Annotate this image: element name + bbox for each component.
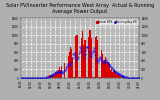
Bar: [87, 77, 88, 78]
Bar: [85, 40, 86, 78]
Bar: [50, 75, 51, 78]
Bar: [89, 30, 90, 78]
Legend: Actual kWh, Running Avg kW: Actual kWh, Running Avg kW: [95, 19, 138, 25]
Bar: [76, 35, 77, 78]
Bar: [54, 74, 55, 78]
Bar: [79, 77, 80, 78]
Bar: [109, 64, 110, 78]
Bar: [105, 57, 106, 78]
Bar: [48, 76, 49, 78]
Bar: [88, 38, 89, 78]
Bar: [97, 40, 98, 78]
Bar: [72, 77, 73, 78]
Bar: [123, 76, 124, 78]
Bar: [103, 62, 104, 78]
Bar: [58, 70, 59, 78]
Bar: [78, 77, 79, 78]
Bar: [77, 42, 78, 78]
Bar: [93, 77, 94, 78]
Bar: [118, 74, 119, 78]
Bar: [55, 72, 56, 78]
Bar: [120, 75, 121, 78]
Bar: [106, 62, 107, 78]
Bar: [90, 30, 91, 78]
Bar: [80, 77, 81, 78]
Bar: [122, 76, 123, 78]
Bar: [119, 75, 120, 78]
Bar: [107, 62, 108, 78]
Bar: [95, 37, 96, 78]
Bar: [87, 77, 88, 78]
Bar: [116, 74, 117, 78]
Bar: [75, 36, 76, 78]
Bar: [91, 38, 92, 78]
Bar: [61, 66, 62, 78]
Bar: [70, 47, 71, 78]
Bar: [74, 77, 75, 78]
Bar: [56, 73, 57, 78]
Text: Solar PV/Inverter Performance West Array  Actual & Running Average Power Output: Solar PV/Inverter Performance West Array…: [6, 3, 154, 14]
Bar: [94, 77, 95, 78]
Bar: [102, 54, 103, 78]
Bar: [69, 52, 70, 78]
Bar: [57, 72, 58, 78]
Bar: [108, 62, 109, 78]
Bar: [120, 76, 121, 78]
Bar: [104, 60, 105, 78]
Bar: [101, 50, 102, 78]
Bar: [58, 70, 59, 78]
Bar: [96, 54, 97, 78]
Bar: [96, 36, 97, 78]
Bar: [53, 74, 54, 78]
Bar: [111, 68, 112, 78]
Bar: [98, 77, 99, 78]
Bar: [53, 75, 54, 78]
Bar: [100, 77, 101, 78]
Bar: [71, 49, 72, 78]
Bar: [115, 71, 116, 78]
Bar: [82, 31, 83, 78]
Bar: [51, 76, 52, 78]
Bar: [112, 72, 113, 78]
Bar: [114, 71, 115, 78]
Bar: [99, 77, 100, 78]
Bar: [77, 35, 78, 78]
Bar: [83, 45, 84, 78]
Bar: [73, 77, 74, 78]
Bar: [101, 59, 102, 78]
Bar: [68, 56, 69, 78]
Bar: [106, 62, 107, 78]
Bar: [113, 70, 114, 78]
Bar: [60, 70, 61, 78]
Bar: [86, 77, 87, 78]
Bar: [84, 40, 85, 78]
Bar: [82, 37, 83, 78]
Bar: [64, 63, 65, 78]
Bar: [117, 74, 118, 78]
Bar: [92, 77, 93, 78]
Bar: [59, 67, 60, 78]
Bar: [121, 76, 122, 78]
Bar: [49, 75, 50, 78]
Bar: [52, 75, 53, 78]
Bar: [110, 70, 111, 78]
Bar: [72, 58, 73, 78]
Bar: [124, 77, 125, 78]
Bar: [81, 38, 82, 78]
